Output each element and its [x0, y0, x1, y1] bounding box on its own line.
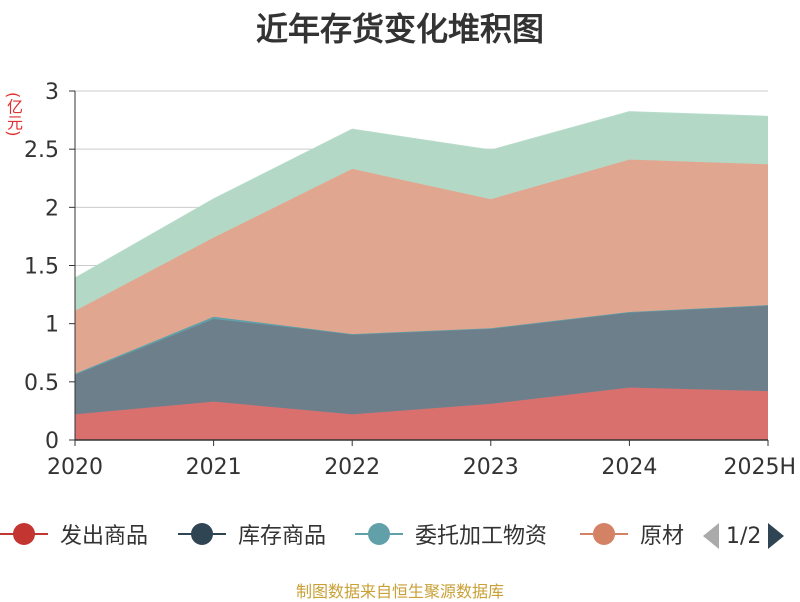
data-source-note: 制图数据来自恒生聚源数据库 [295, 582, 504, 601]
x-tick-label: 2025H [723, 455, 796, 480]
y-tick-label: 2.5 [24, 138, 59, 163]
x-tick-label: 2023 [463, 455, 519, 480]
area-series-4 [75, 159, 768, 374]
legend-marker-icon [0, 523, 48, 545]
area-series-3 [75, 305, 768, 375]
area-series-2 [75, 305, 768, 415]
legend-marker-icon [580, 523, 628, 545]
legend-item[interactable]: 发出商品 [0, 512, 148, 556]
y-tick-label: 1.5 [24, 255, 59, 280]
chart-title: 近年存货变化堆积图 [255, 10, 544, 48]
y-tick-label: 3 [45, 80, 59, 105]
legend-page-indicator: 1/2 [726, 523, 762, 549]
x-tick-label: 2022 [324, 455, 380, 480]
legend-label: 委托加工物资 [415, 524, 548, 549]
x-tick-label: 2021 [186, 455, 242, 480]
legend-label: 发出商品 [60, 524, 149, 549]
area-series-1 [75, 387, 768, 440]
y-tick-label: 2 [45, 196, 59, 221]
legend-pager: 1/2 [702, 520, 785, 552]
legend-item[interactable]: 原材料 [580, 512, 684, 556]
chevron-right-icon[interactable] [767, 522, 785, 550]
chevron-left-icon[interactable] [702, 522, 720, 550]
area-series-5 [75, 111, 768, 311]
legend: 发出商品 库存商品 委托加工物资 原材料 [0, 512, 800, 556]
series-line-5 [74, 111, 769, 279]
legend-marker-icon [355, 523, 403, 545]
legend-label: 原材料 [640, 524, 684, 549]
axes: 0 0.5 1 1.5 2 2.5 3 2020 2021 2022 2023 2024 2025H [24, 80, 796, 480]
x-tick-label: 2024 [601, 455, 657, 480]
legend-item[interactable]: 委托加工物资 [355, 512, 547, 556]
x-tick-label: 2020 [47, 455, 103, 480]
y-tick-label: 0.5 [24, 371, 59, 396]
y-tick-label: 1 [45, 313, 59, 338]
legend-label: 库存商品 [238, 524, 327, 549]
y-tick-label: 0 [45, 429, 59, 454]
area-series [74, 111, 769, 440]
legend-marker-icon [178, 523, 226, 545]
y-axis-unit: (亿元) [4, 92, 23, 137]
legend-item[interactable]: 库存商品 [178, 512, 326, 556]
